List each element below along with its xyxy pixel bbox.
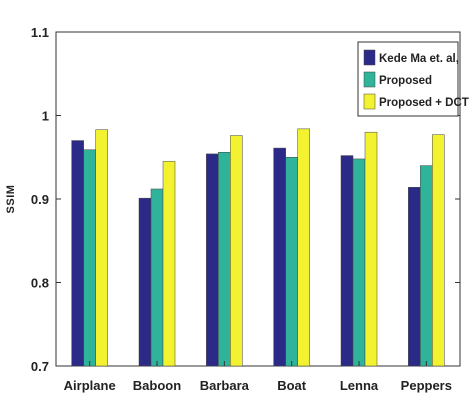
legend-swatch (363, 49, 376, 66)
bar-airplane-series-1 (71, 140, 84, 367)
bar-peppers-series-2 (420, 165, 433, 367)
x-tick-label: Barbara (200, 378, 250, 393)
bar-boat-series-1 (273, 147, 286, 367)
legend-swatch (363, 71, 376, 88)
bar-baboon-series-1 (138, 197, 152, 367)
bar-barbara-series-2 (218, 151, 231, 367)
y-tick-label: 0.8 (31, 276, 49, 291)
bar-airplane-series-2 (83, 149, 96, 367)
legend-label: Proposed + DCT (379, 97, 469, 109)
y-tick-label: 1.1 (31, 25, 49, 40)
bars-group (71, 128, 445, 367)
bar-barbara-series-1 (206, 153, 219, 367)
y-axis-label: SSIM (5, 185, 17, 214)
bar-boat-series-3 (297, 128, 310, 367)
y-tick-label: 0.9 (31, 192, 49, 207)
bar-baboon-series-2 (150, 188, 164, 367)
y-tick-label: 0.7 (31, 359, 49, 374)
y-axis: 0.7 0.8 0.9 1 1.1 (31, 25, 460, 374)
y-tick-label: 1 (42, 109, 49, 124)
legend-label: Kede Ma et. al, (379, 53, 459, 65)
legend: Kede Ma et. al, Proposed Proposed + DCT (357, 41, 469, 117)
x-tick-label: Peppers (401, 378, 452, 393)
bar-boat-series-2 (285, 157, 298, 367)
bar-lenna-series-1 (340, 155, 354, 367)
bar-baboon-series-3 (162, 161, 176, 367)
bar-lenna-series-3 (364, 131, 378, 367)
bar-airplane-series-3 (95, 129, 108, 367)
bar-peppers-series-1 (408, 187, 421, 367)
bar-peppers-series-3 (432, 134, 445, 367)
legend-label: Proposed (379, 75, 432, 87)
x-tick-label: Airplane (64, 378, 116, 393)
bar-barbara-series-3 (230, 135, 243, 367)
legend-swatch (363, 93, 376, 110)
x-tick-label: Boat (277, 378, 307, 393)
x-tick-label: Lenna (340, 378, 379, 393)
x-axis: Airplane Baboon Barbara Boat Lenna Peppers (64, 361, 452, 393)
bar-lenna-series-2 (352, 158, 366, 367)
x-tick-label: Baboon (133, 378, 181, 393)
